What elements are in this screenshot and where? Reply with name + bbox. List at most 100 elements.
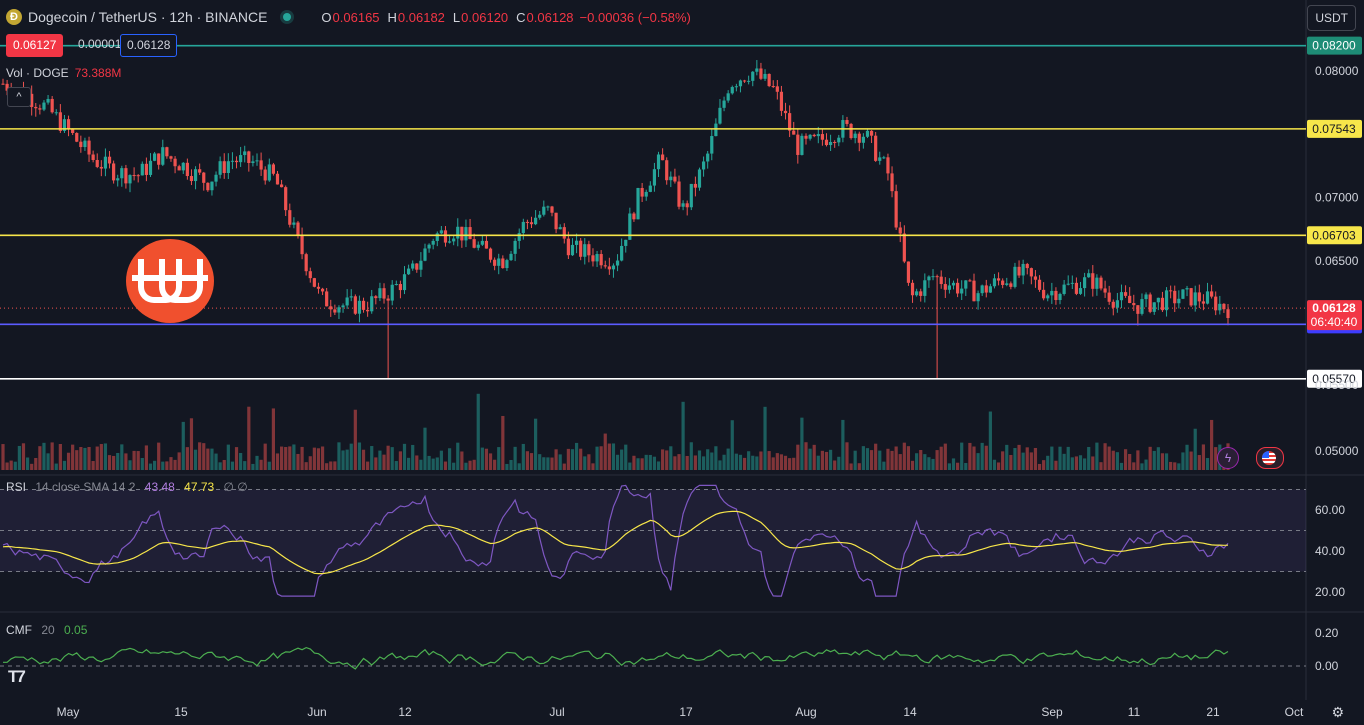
- rsi-params: 14 close SMA 14 2: [35, 480, 136, 494]
- candle-body: [1115, 300, 1119, 308]
- cmf-value: 0.05: [64, 623, 88, 637]
- volume-bar: [1054, 460, 1058, 470]
- candle-body: [30, 93, 34, 107]
- sell-price-button[interactable]: 0.06127: [6, 34, 64, 57]
- candle-body: [58, 112, 62, 131]
- candle-body: [181, 162, 185, 171]
- candle-body: [34, 106, 38, 109]
- rsi-pane: 60.00 40.00 20.00: [0, 484, 1345, 599]
- volume-bar: [775, 453, 779, 470]
- candle-body: [234, 160, 239, 163]
- candle-body: [152, 153, 157, 161]
- candle-body: [558, 227, 562, 230]
- candle-body: [378, 288, 382, 299]
- candle-body: [955, 282, 960, 294]
- candle-body: [185, 162, 189, 177]
- candle-body: [906, 261, 911, 283]
- candle-body: [620, 245, 624, 261]
- volume-bar: [808, 448, 812, 470]
- volume-bar: [144, 445, 148, 470]
- lightning-icon[interactable]: ϟ: [1217, 447, 1239, 469]
- candle-body: [247, 151, 251, 163]
- candle-body: [779, 91, 784, 111]
- volume-bar: [1173, 462, 1177, 470]
- candle-body: [673, 176, 677, 182]
- candle-body: [222, 161, 226, 174]
- candle-body: [1062, 284, 1066, 294]
- candle-body: [947, 285, 952, 290]
- volume-bar: [730, 420, 734, 470]
- candle-body: [279, 184, 284, 188]
- volume-bar: [333, 461, 337, 470]
- time-tick-label: 12: [398, 705, 412, 719]
- volume-bar: [21, 443, 26, 470]
- volume-bar: [25, 457, 30, 470]
- level-label-box: [1307, 36, 1362, 55]
- time-tick-label: 17: [679, 705, 693, 719]
- volume-bar: [1070, 457, 1074, 470]
- tradingview-logo[interactable]: T7: [8, 667, 26, 686]
- candle-body: [824, 139, 829, 146]
- candle-body: [464, 227, 468, 241]
- volume-bar: [296, 453, 300, 470]
- volume-bar: [964, 462, 968, 470]
- volume-bar: [824, 451, 829, 470]
- volume-bar: [915, 453, 919, 470]
- candle-body: [423, 248, 427, 261]
- volume-bar: [525, 451, 530, 470]
- ohlc-low-value: 0.06120: [461, 9, 509, 25]
- candle-body: [1078, 288, 1083, 294]
- candle-body: [550, 206, 554, 213]
- cmf-pane: 0.20 0.00: [0, 626, 1339, 673]
- buy-price-button[interactable]: 0.06128: [120, 34, 178, 57]
- candle-body: [1050, 290, 1054, 296]
- volume-bar: [390, 447, 394, 470]
- rsi-line: [2, 484, 1229, 597]
- gear-icon[interactable]: ⚙: [1331, 704, 1344, 720]
- candle-body: [353, 296, 357, 314]
- volume-bar: [878, 450, 882, 470]
- volume-bar: [271, 408, 276, 470]
- volume-bar: [320, 446, 325, 470]
- volume-bar: [120, 444, 124, 470]
- volume-bar: [574, 442, 579, 470]
- candle-body: [1017, 266, 1021, 276]
- volume-bar: [386, 445, 390, 470]
- volume-bar: [648, 454, 652, 470]
- volume-bar: [1181, 452, 1185, 470]
- volume-bar: [423, 427, 427, 470]
- candle-body: [648, 185, 652, 192]
- candle-body: [767, 73, 771, 87]
- candle-body: [517, 233, 521, 241]
- chart-grid: [0, 0, 1364, 700]
- candle-body: [193, 169, 198, 182]
- candle-body: [910, 282, 915, 296]
- candle-body: [886, 157, 890, 174]
- candle-body: [1214, 296, 1218, 311]
- volume-bar: [136, 451, 140, 470]
- us-flag-icon[interactable]: [1256, 447, 1284, 469]
- volume-bar: [579, 448, 583, 470]
- volume-bar: [1107, 446, 1111, 470]
- candle-body: [882, 157, 886, 159]
- volume-bar: [554, 449, 558, 470]
- symbol-title[interactable]: Dogecoin / TetherUS · 12h · BINANCE: [28, 9, 268, 25]
- candle-body: [271, 164, 276, 174]
- candle-body: [255, 160, 259, 162]
- candle-body: [722, 100, 726, 108]
- currency-button[interactable]: USDT: [1307, 5, 1356, 31]
- volume-bar: [357, 442, 362, 470]
- volume-bar: [693, 455, 697, 470]
- volume-bar: [566, 448, 570, 470]
- logo-stroke: [138, 259, 182, 303]
- volume-bar: [157, 442, 161, 470]
- candle-body: [1029, 268, 1033, 277]
- volume-label: Vol · DOGE: [6, 66, 69, 80]
- chevron-up-icon[interactable]: ^: [7, 87, 31, 107]
- cmf-params: 20: [41, 623, 55, 637]
- volume-bar: [181, 421, 185, 470]
- market-open-indicator: [283, 13, 292, 21]
- volume-bar: [5, 462, 9, 470]
- candle-body: [1111, 301, 1115, 308]
